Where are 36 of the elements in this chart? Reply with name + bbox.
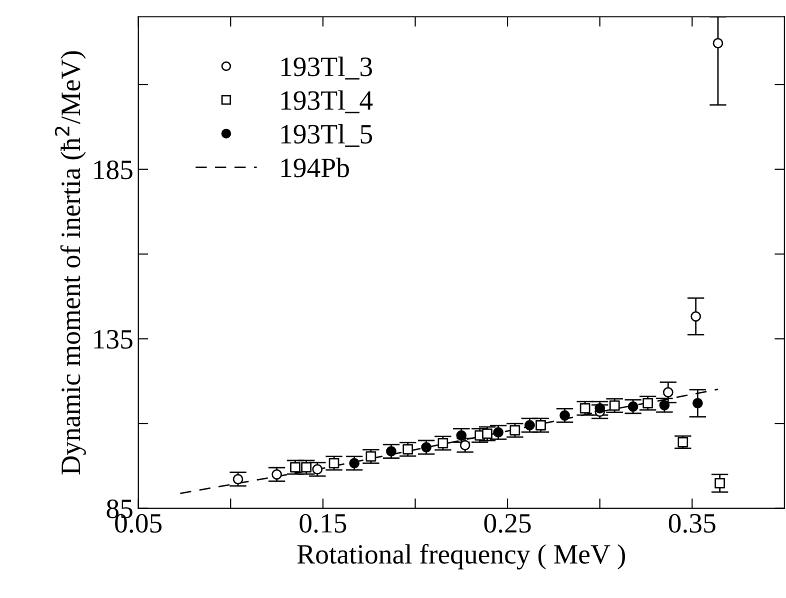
point	[560, 410, 570, 421]
x-tick-label: 0.25	[484, 514, 531, 533]
point	[366, 451, 376, 462]
x-axis-title: Rotational frequency ( MeV )	[297, 544, 625, 570]
legend-label: 193Tl_3	[281, 56, 372, 80]
point	[328, 458, 340, 468]
y-tick-label: 135	[94, 330, 132, 349]
point	[456, 430, 467, 441]
point	[690, 311, 702, 322]
point	[421, 442, 432, 452]
point	[460, 440, 470, 450]
point	[609, 400, 620, 411]
point	[312, 464, 323, 475]
point	[714, 478, 726, 488]
legend-label: 193Tl_5	[281, 124, 372, 147]
point	[628, 401, 638, 412]
legend-label: 193Tl_4	[281, 90, 373, 114]
x-tick-label: 0.15	[300, 514, 346, 533]
point	[678, 437, 688, 448]
point	[659, 400, 670, 410]
point	[642, 398, 654, 408]
point	[692, 398, 703, 408]
point	[386, 446, 396, 457]
point	[662, 387, 674, 398]
point	[712, 38, 724, 48]
point	[272, 469, 282, 480]
point	[580, 403, 590, 414]
y-tick-label: 185	[94, 160, 132, 180]
point	[510, 425, 520, 436]
legend-label: 194Pb	[281, 158, 349, 178]
y-axis-title: Dynamic moment of inertia (ħ$^{2}$/MeV)	[54, 51, 86, 474]
point	[232, 474, 244, 484]
point	[402, 444, 414, 455]
point	[349, 458, 360, 468]
x-tick-label: 0.35	[668, 514, 716, 533]
point	[438, 438, 448, 448]
